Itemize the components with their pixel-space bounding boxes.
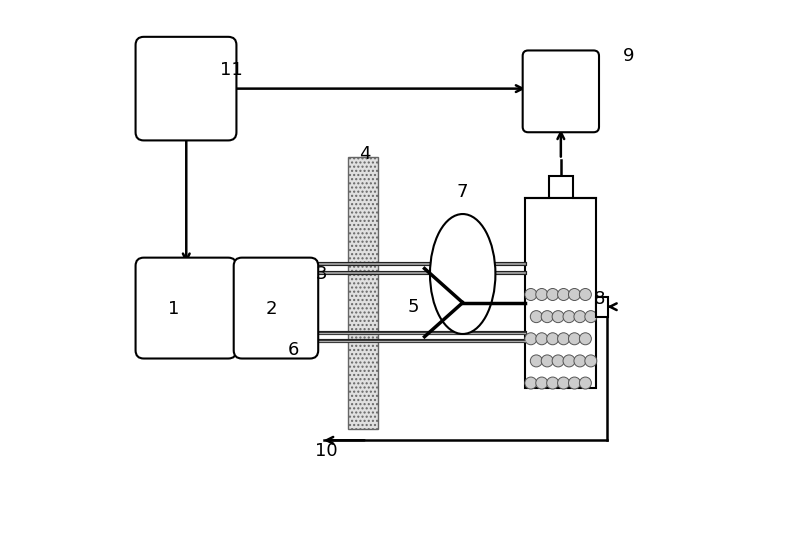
Circle shape [569, 333, 581, 345]
Circle shape [542, 355, 554, 367]
Circle shape [546, 288, 558, 300]
Circle shape [574, 311, 586, 323]
Text: 8: 8 [594, 289, 605, 307]
Circle shape [585, 355, 597, 367]
Bar [348, 157, 378, 430]
Circle shape [569, 288, 581, 300]
Circle shape [542, 311, 554, 323]
FancyBboxPatch shape [522, 50, 599, 132]
Circle shape [574, 355, 586, 367]
Circle shape [536, 288, 548, 300]
Bar [549, 176, 573, 198]
Circle shape [552, 311, 564, 323]
Circle shape [530, 311, 542, 323]
Circle shape [525, 333, 537, 345]
Circle shape [579, 377, 591, 389]
Circle shape [536, 377, 548, 389]
FancyBboxPatch shape [135, 37, 237, 140]
Text: 11: 11 [220, 60, 242, 78]
Circle shape [552, 355, 564, 367]
Ellipse shape [430, 214, 495, 334]
Circle shape [563, 311, 575, 323]
Circle shape [546, 377, 558, 389]
Bar [596, 297, 608, 317]
Text: 9: 9 [623, 47, 634, 65]
Circle shape [558, 333, 570, 345]
Text: 5: 5 [408, 298, 419, 316]
Circle shape [525, 377, 537, 389]
FancyBboxPatch shape [234, 258, 318, 358]
Text: 10: 10 [315, 442, 338, 460]
Circle shape [569, 377, 581, 389]
Text: 3: 3 [315, 265, 326, 283]
Circle shape [546, 333, 558, 345]
FancyBboxPatch shape [135, 258, 237, 358]
Text: 7: 7 [457, 183, 469, 201]
Circle shape [579, 333, 591, 345]
Circle shape [563, 355, 575, 367]
Circle shape [579, 288, 591, 300]
Text: 4: 4 [359, 145, 370, 163]
Text: 2: 2 [266, 300, 278, 318]
Circle shape [558, 377, 570, 389]
Circle shape [530, 355, 542, 367]
Circle shape [536, 333, 548, 345]
Circle shape [558, 288, 570, 300]
Circle shape [525, 288, 537, 300]
Text: 1: 1 [168, 300, 179, 318]
Circle shape [585, 311, 597, 323]
Bar [526, 198, 596, 389]
Text: 6: 6 [288, 341, 299, 359]
